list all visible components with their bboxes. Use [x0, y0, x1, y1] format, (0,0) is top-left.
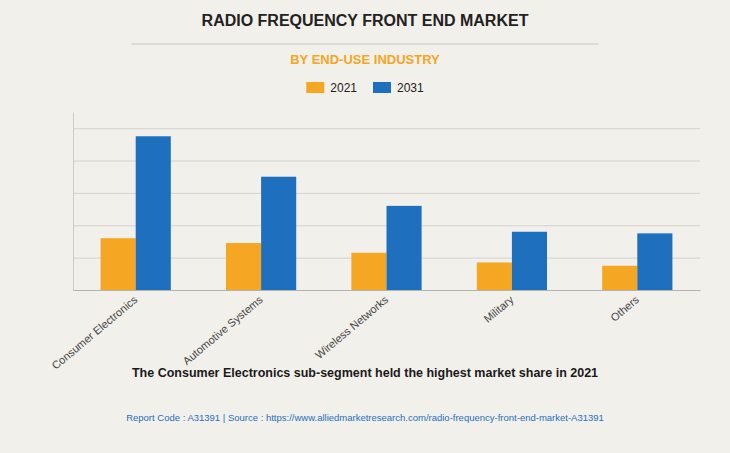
bar: [226, 243, 261, 290]
subtitle: BY END-USE INDUSTRY: [290, 52, 440, 67]
x-tick: Wireless Networks: [313, 293, 391, 361]
legend-item: 2021: [306, 81, 357, 95]
legend-label: 2031: [397, 81, 424, 95]
x-tick-label: Automotive Systems: [180, 293, 265, 367]
bar: [602, 266, 637, 290]
grid-line: [73, 290, 700, 291]
title: RADIO FREQUENCY FRONT END MARKET: [202, 12, 529, 29]
series: [136, 136, 673, 290]
bar: [637, 233, 672, 290]
y-axis: [73, 113, 700, 291]
bar: [261, 177, 296, 290]
grid-line: [73, 128, 700, 129]
footer: The Consumer Electronics sub-segment hel…: [132, 366, 598, 380]
bar: [351, 253, 386, 290]
x-tick-label: Military: [481, 293, 516, 325]
source: Report Code : A31391 | Source : https://…: [126, 412, 604, 423]
legend-label: 2021: [330, 81, 357, 95]
bar: [136, 136, 171, 290]
series: [101, 238, 638, 290]
y-tick: [73, 290, 700, 291]
chart: RADIO FREQUENCY FRONT END MARKET BY END-U…: [0, 0, 730, 453]
legend-swatch: [306, 82, 324, 93]
x-tick: Military: [481, 293, 516, 325]
bars: [101, 136, 673, 290]
bar: [101, 238, 136, 290]
background: [0, 0, 730, 453]
legend: 2021 2031: [306, 81, 424, 95]
x-axis: Consumer Electronics Automotive Systems Wi…: [49, 291, 700, 372]
legend-item: 2031: [373, 81, 424, 95]
x-tick: Consumer Electronics: [49, 293, 140, 372]
y-axis-line: [73, 113, 74, 291]
y-tick: [73, 128, 700, 129]
bar: [477, 262, 512, 290]
separator: [131, 44, 598, 45]
x-tick-label: Others: [608, 293, 641, 324]
x-tick-label: Consumer Electronics: [49, 293, 140, 372]
x-tick: Automotive Systems: [180, 293, 265, 367]
bar: [387, 206, 422, 290]
bar: [512, 232, 547, 290]
plot: Consumer Electronics Automotive Systems Wi…: [49, 113, 700, 372]
legend-swatch: [373, 82, 391, 93]
x-tick-label: Wireless Networks: [313, 293, 391, 361]
x-tick: Others: [608, 293, 641, 324]
x-axis-line: [74, 290, 701, 291]
